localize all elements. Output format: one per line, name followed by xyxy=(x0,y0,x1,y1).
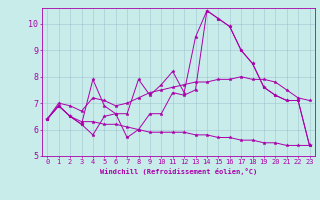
X-axis label: Windchill (Refroidissement éolien,°C): Windchill (Refroidissement éolien,°C) xyxy=(100,168,257,175)
